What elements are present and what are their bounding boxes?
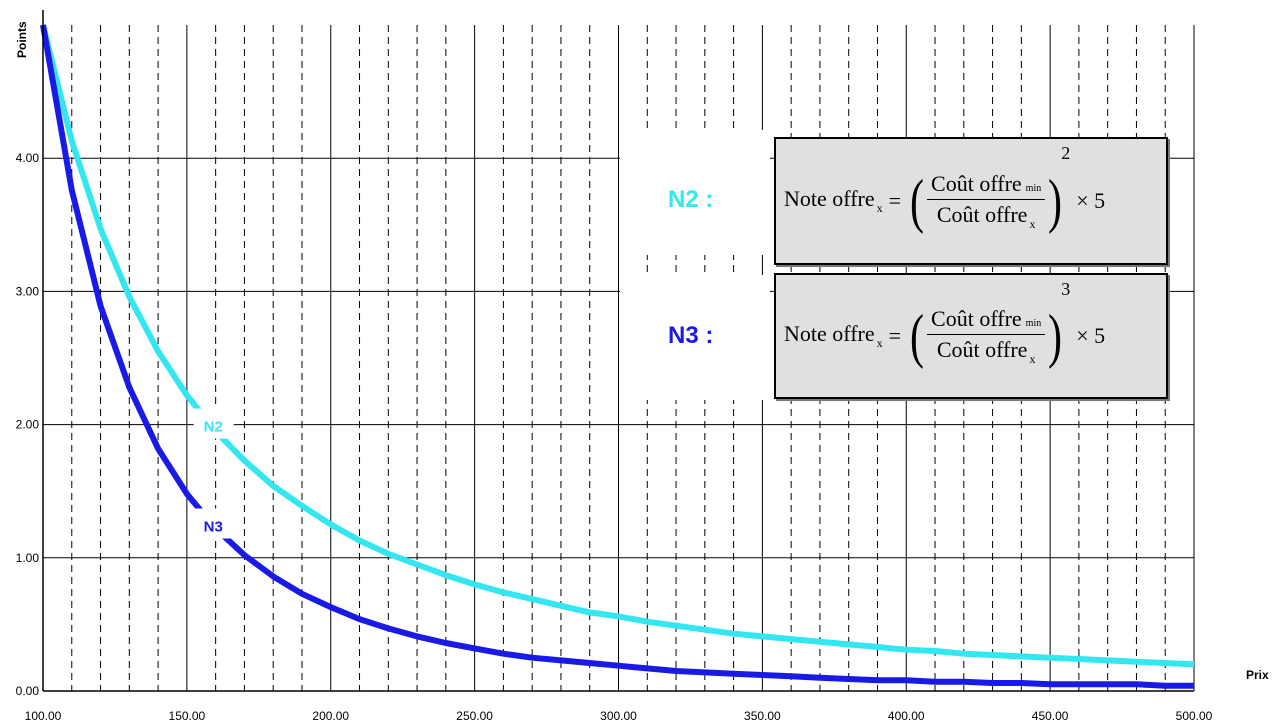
formula-gap-top [620,130,770,255]
series-line-n2 [40,24,1195,668]
y-tick-label: 4.00 [16,151,40,165]
formula-gap-bottom [620,275,770,400]
formula-n3-box: Note offre x = ( Coût offre min Coût offre… [774,273,1168,399]
y-tick-label: 0.00 [16,684,40,698]
left-paren: ( [910,168,925,234]
right-paren: ) [1048,168,1063,234]
formula-n3-label: N3 : [668,322,713,350]
x-tick-label: 150.00 [169,709,206,723]
numerator-text: Coût offre [931,305,1022,331]
series-layer [40,24,1195,689]
tick-labels: 100.00 150.00 200.00 250.00 300.00 350.00 400.… [16,151,1213,723]
curve-label-bg [193,408,234,439]
formula-denominator: Coût offre x [933,200,1040,232]
formula-times: × 5 [1076,323,1106,348]
formula-numerator: Coût offre min [927,305,1046,335]
formula-lhs-sub: x [876,336,883,350]
y-tick-label: 2.00 [16,418,40,432]
numerator-sub: min [1025,317,1042,329]
left-paren: ( [910,303,925,369]
x-tick-label: 100.00 [25,709,62,723]
denominator-sub: x [1029,216,1036,231]
y-axis-title: Points [15,21,29,58]
x-tick-label: 450.00 [1032,709,1069,723]
curve-labels: N2 N3 [193,408,234,539]
formula-lhs-sub: x [876,201,883,215]
denominator-text: Coût offre [936,336,1028,362]
formula-numerator: Coût offre min [927,170,1046,200]
x-tick-label: 500.00 [1176,709,1213,723]
formula-equals: = [888,188,902,213]
formula-fraction: Coût offre min Coût offre x [927,170,1046,232]
formula-denominator: Coût offre x [933,335,1040,367]
y-tick-label: 1.00 [16,551,40,565]
formula-lhs: Note offre x [784,186,883,216]
curve-label-n3: N3 [204,519,223,536]
formula-label-text: N3 : [668,322,714,349]
curve-label-bg [193,508,234,539]
x-tick-label: 400.00 [888,709,925,723]
numerator-text: Coût offre [931,170,1022,196]
series-line-n3 [40,24,1194,689]
x-tick-label: 250.00 [456,709,493,723]
right-paren: ) [1048,303,1063,369]
formula-lhs: Note offre x [784,321,883,351]
formula-lhs-text: Note offre [784,321,875,346]
y-tick-label: 3.00 [16,284,40,298]
formula-lhs-text: Note offre [784,186,875,211]
formula-area-background [620,130,770,400]
formula-fraction: Coût offre min Coût offre x [927,305,1046,367]
curve-label-n2: N2 [204,419,223,436]
formula-n2-label: N2 : [668,186,713,214]
formula-equals: = [888,323,902,348]
x-axis-title: Prix [1246,668,1269,682]
formula-exponent: 2 [1061,143,1071,163]
formula-n2-box: Note offre x = ( Coût offre min Coût offre… [774,137,1168,265]
denominator-text: Coût offre [936,201,1028,227]
numerator-sub: min [1025,182,1042,194]
x-tick-label: 350.00 [744,709,781,723]
x-tick-label: 200.00 [312,709,349,723]
formula-times: × 5 [1076,188,1106,213]
axes [42,10,1194,692]
x-tick-label: 300.00 [600,709,637,723]
formula-exponent: 3 [1061,279,1071,299]
denominator-sub: x [1029,351,1036,366]
formula-label-text: N2 : [668,186,714,213]
